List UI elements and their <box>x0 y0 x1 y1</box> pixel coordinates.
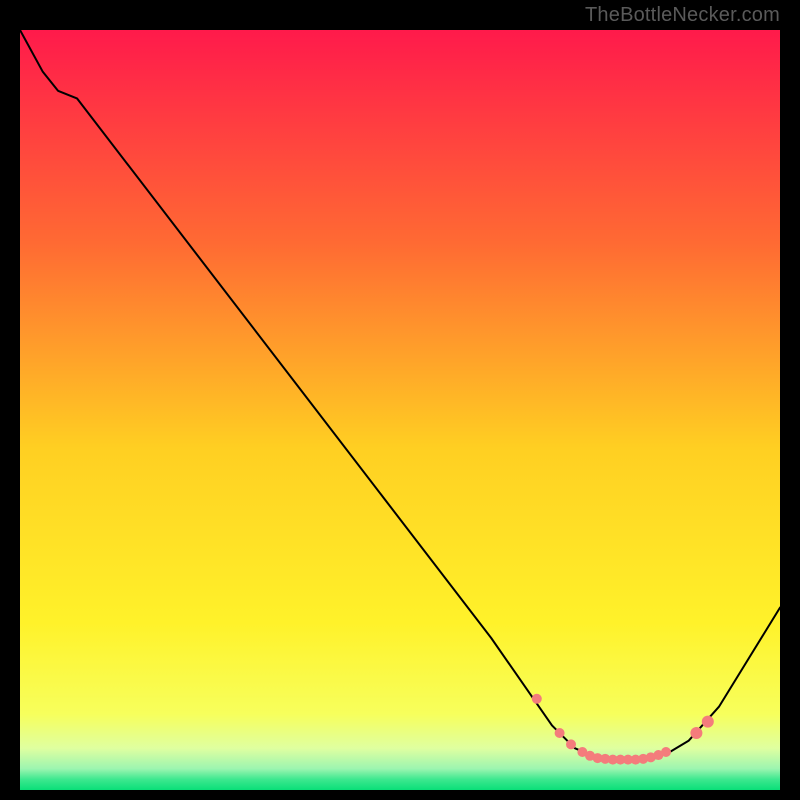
attribution-text: TheBottleNecker.com <box>585 4 780 27</box>
data-marker <box>661 747 671 757</box>
data-marker <box>690 727 702 739</box>
data-marker <box>532 694 542 704</box>
chart-root: TheBottleNecker.com <box>0 0 800 800</box>
data-marker <box>702 716 714 728</box>
chart-svg <box>20 30 780 790</box>
data-marker <box>555 728 565 738</box>
data-marker <box>566 739 576 749</box>
chart-background <box>20 30 780 790</box>
